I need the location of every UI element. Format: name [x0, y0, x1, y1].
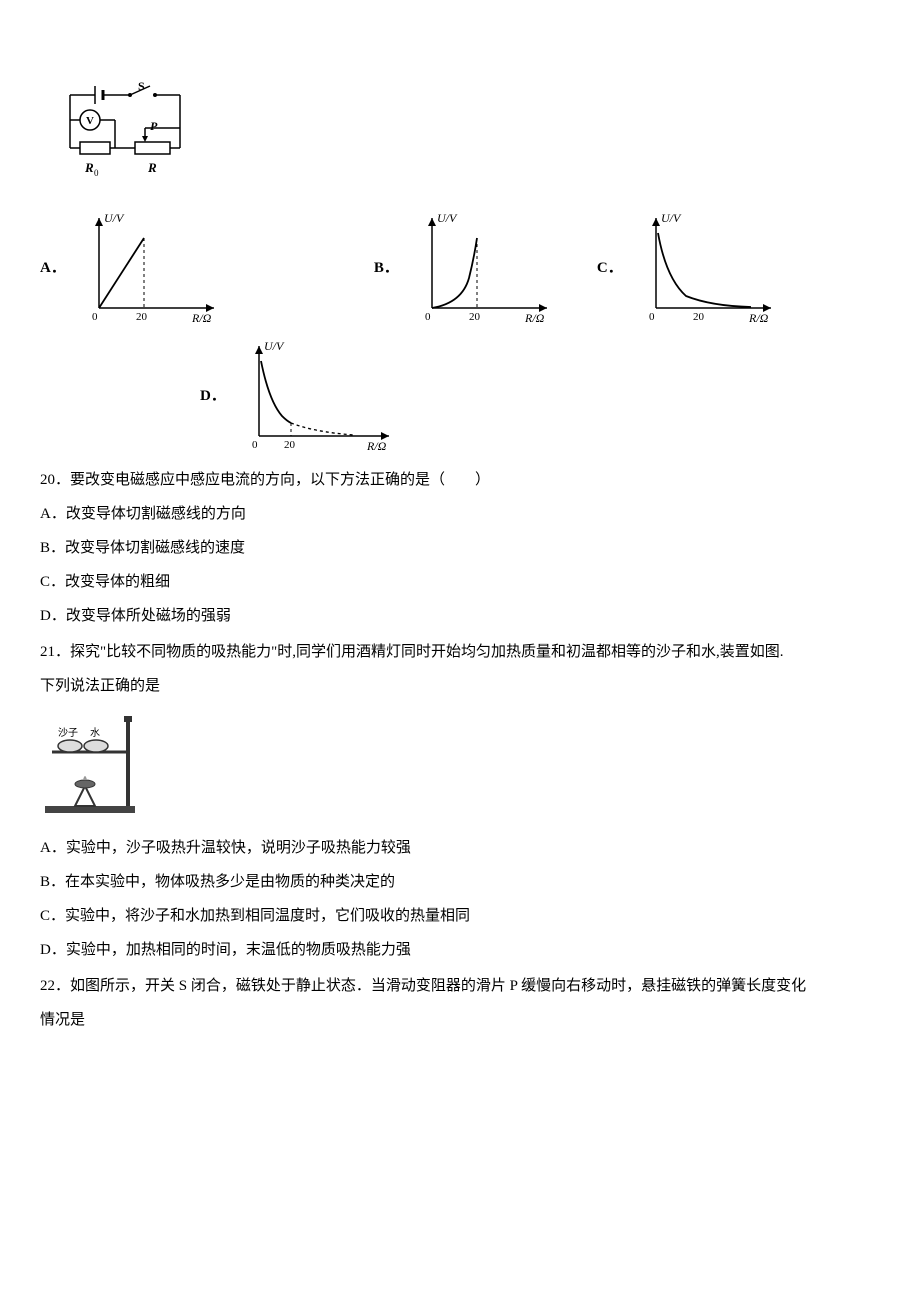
- r-label: R: [147, 160, 157, 175]
- q21-stem-2: 下列说法正确的是: [40, 674, 880, 698]
- xtick-d: 20: [284, 439, 296, 451]
- x-axis-label-b: R/Ω: [524, 311, 545, 325]
- option-d-label: D．: [200, 384, 226, 408]
- q20-choice-b: B．改变导体切割磁感线的速度: [40, 536, 880, 560]
- origin-c: 0: [649, 311, 655, 323]
- voltmeter-label: V: [86, 115, 94, 127]
- q21-choice-a: A．实验中，沙子吸热升温较快，说明沙子吸热能力较强: [40, 836, 880, 860]
- graph-row-2: D． U/V R/Ω 0 20: [40, 336, 880, 456]
- graph-option-a: A． U/V R/Ω 0 20: [40, 208, 224, 328]
- y-axis-label-b: U/V: [437, 211, 458, 225]
- q20-stem: 20．要改变电磁感应中感应电流的方向，以下方法正确的是（ ）: [40, 468, 880, 492]
- sand-label: 沙子: [58, 727, 78, 739]
- q21-choice-c: C．实验中，将沙子和水加热到相同温度时，它们吸收的热量相同: [40, 904, 880, 928]
- graph-option-d: D． U/V R/Ω 0 20: [200, 336, 404, 456]
- option-b-label: B．: [374, 256, 399, 280]
- origin-b: 0: [425, 311, 431, 323]
- q20-choice-a: A．改变导体切割磁感线的方向: [40, 502, 880, 526]
- y-axis-label-a: U/V: [104, 211, 125, 225]
- graph-option-b: B． U/V R/Ω 0 20: [374, 208, 557, 328]
- r0-label: R: [84, 160, 94, 175]
- origin-d: 0: [252, 439, 258, 451]
- graph-row-1: A． U/V R/Ω 0 20 B． U/V R/Ω 0 20: [40, 208, 880, 328]
- y-axis-label-d: U/V: [264, 339, 285, 353]
- r0-sub: 0: [94, 168, 99, 178]
- x-axis-label-c: R/Ω: [748, 311, 769, 325]
- switch-label: S: [138, 80, 145, 93]
- q22-stem-1: 22．如图所示，开关 S 闭合，磁铁处于静止状态．当滑动变阻器的滑片 P 缓慢向…: [40, 974, 880, 998]
- water-label: 水: [90, 727, 100, 739]
- q21-choice-d: D．实验中，加热相同的时间，末温低的物质吸热能力强: [40, 938, 880, 962]
- q21-choice-b: B．在本实验中，物体吸热多少是由物质的种类决定的: [40, 870, 880, 894]
- x-axis-label-d: R/Ω: [366, 439, 387, 453]
- option-c-label: C．: [597, 256, 623, 280]
- x-axis-label-a: R/Ω: [191, 311, 212, 325]
- q20-choice-d: D．改变导体所处磁场的强弱: [40, 604, 880, 628]
- q22-stem-2: 情况是: [40, 1008, 880, 1032]
- option-a-label: A．: [40, 256, 66, 280]
- y-axis-label-c: U/V: [661, 211, 682, 225]
- graph-option-c: C． U/V R/Ω 0 20: [597, 208, 781, 328]
- q21-stem-1: 21．探究"比较不同物质的吸热能力"时,同学们用酒精灯同时开始均匀加热质量和初温…: [40, 640, 880, 664]
- xtick-a: 20: [136, 311, 148, 323]
- q20-choice-c: C．改变导体的粗细: [40, 570, 880, 594]
- xtick-c: 20: [693, 311, 705, 323]
- circuit-diagram: S V P R 0 R: [40, 80, 880, 198]
- slider-label: P: [150, 119, 158, 133]
- origin-a: 0: [92, 311, 98, 323]
- xtick-b: 20: [469, 311, 481, 323]
- experiment-apparatus: 沙子 水: [40, 708, 880, 826]
